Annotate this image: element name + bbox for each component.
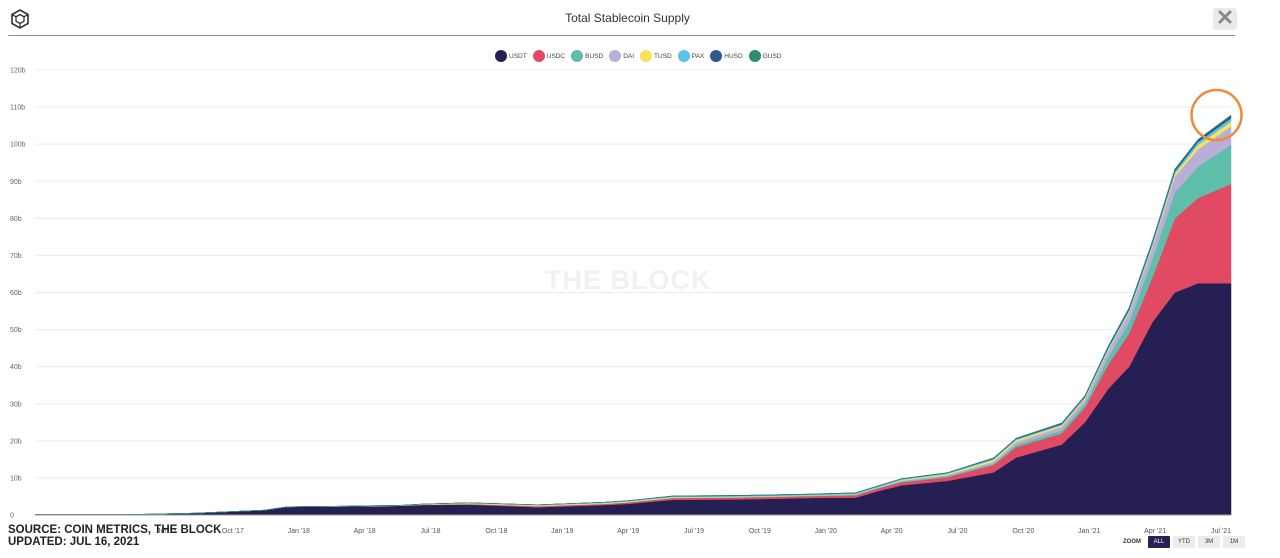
zoom-all-button[interactable]: ALL	[1148, 536, 1170, 548]
x-tick-label: Jan '20	[815, 528, 837, 535]
highlight-circle	[1190, 88, 1243, 142]
y-tick-label: 40b	[10, 364, 22, 371]
source-line: SOURCE: COIN METRICS, THE BLOCK	[8, 524, 222, 536]
area-series-gusd	[35, 114, 1232, 515]
x-tick-label: Oct '17	[222, 528, 244, 535]
y-tick-label: 80b	[10, 216, 22, 223]
legend-label: GUSD	[762, 52, 782, 60]
x-tick-label: Apr '20	[881, 528, 903, 535]
x-tick-label: Jan '19	[551, 528, 573, 535]
x-tick-label: Oct '19	[749, 528, 771, 535]
annotation-layer	[1190, 88, 1243, 142]
y-tick-label: 10b	[10, 475, 22, 482]
x-tick-label: Jul '21	[1211, 528, 1231, 535]
y-tick-label: 20b	[10, 438, 22, 445]
close-button[interactable]	[1213, 8, 1237, 30]
x-tick-label: Jul '18	[420, 528, 440, 535]
x-tick-label: Jul '20	[947, 528, 967, 535]
legend-swatch	[532, 50, 545, 62]
legend-item-usdc[interactable]: USDC	[532, 50, 566, 62]
legend-swatch	[609, 50, 622, 62]
legend-label: BUSD	[585, 52, 604, 60]
legend-label: HUSD	[724, 52, 743, 60]
x-tick-label: Jan '18	[288, 528, 310, 535]
y-tick-label: 70b	[10, 253, 22, 260]
y-tick-label: 50b	[10, 327, 22, 334]
source-note: SOURCE: COIN METRICS, THE BLOCK UPDATED:…	[8, 524, 221, 548]
x-tick-label: Apr '18	[354, 528, 376, 535]
x-axis-ticks: Jul '17 Oct '17 Jan '18 Apr '18 Jul '18 Oct '…	[157, 528, 1231, 535]
legend-item-usdt[interactable]: USDT	[495, 50, 527, 62]
x-tick-label: Apr '19	[617, 528, 639, 535]
x-tick-label: Oct '18	[485, 528, 507, 535]
chart-title: Total Stablecoin Supply	[565, 11, 690, 25]
legend-label: USDC	[546, 52, 566, 60]
legend-item-husd[interactable]: HUSD	[710, 50, 743, 62]
legend-item-dai[interactable]: DAI	[609, 50, 634, 62]
x-tick-label: Jul '17	[157, 528, 177, 535]
legend-swatch	[640, 50, 653, 62]
legend-swatch	[571, 50, 584, 62]
zoom-3m-button[interactable]: 3M	[1198, 536, 1220, 548]
area-series-usdt	[34, 282, 1232, 516]
legend-label: TUSD	[654, 52, 672, 60]
legend-swatch	[710, 50, 723, 62]
the-block-cube-icon[interactable]	[9, 8, 31, 30]
updated-line: UPDATED: JUL 16, 2021	[8, 536, 140, 548]
zoom-controls: ZOOM ALL YTD 3M 1M	[1123, 536, 1245, 548]
y-axis-ticks: 0 10b 20b 30b 40b 50b 60b 70b 80b 90b 100b 110b 120b	[10, 68, 26, 520]
legend-item-gusd[interactable]: GUSD	[748, 50, 782, 62]
y-tick-label: 100b	[10, 142, 26, 149]
close-icon	[1217, 9, 1233, 30]
legend-swatch	[748, 50, 761, 62]
header-divider	[8, 35, 1235, 36]
legend-label: PAX	[691, 52, 705, 60]
legend-item-tusd[interactable]: TUSD	[640, 50, 672, 62]
chart-legend: USDT USDC BUSD DAI TUSD PAX HUSD GUSD	[495, 49, 787, 63]
y-tick-label: 30b	[10, 401, 22, 408]
legend-label: DAI	[623, 52, 635, 60]
zoom-1m-button[interactable]: 1M	[1223, 536, 1245, 548]
x-tick-label: Jan '21	[1078, 528, 1100, 535]
zoom-ytd-button[interactable]: YTD	[1173, 536, 1195, 548]
stacked-areas	[34, 114, 1232, 516]
y-tick-label: 90b	[10, 179, 22, 186]
y-tick-label: 60b	[10, 290, 22, 297]
x-tick-label: Apr '21	[1144, 528, 1166, 535]
x-tick-label: Oct '20	[1012, 528, 1034, 535]
legend-item-pax[interactable]: PAX	[677, 50, 705, 62]
legend-label: USDT	[509, 52, 527, 60]
legend-swatch	[677, 50, 690, 62]
zoom-label: ZOOM	[1123, 539, 1141, 545]
y-tick-label: 0	[10, 513, 14, 520]
legend-item-busd[interactable]: BUSD	[571, 50, 603, 62]
y-tick-label: 120b	[10, 68, 26, 75]
x-tick-label: Jul '19	[684, 528, 704, 535]
chart-header: Total Stablecoin Supply	[0, 0, 1280, 36]
legend-swatch	[495, 50, 507, 62]
y-tick-label: 110b	[10, 105, 25, 112]
